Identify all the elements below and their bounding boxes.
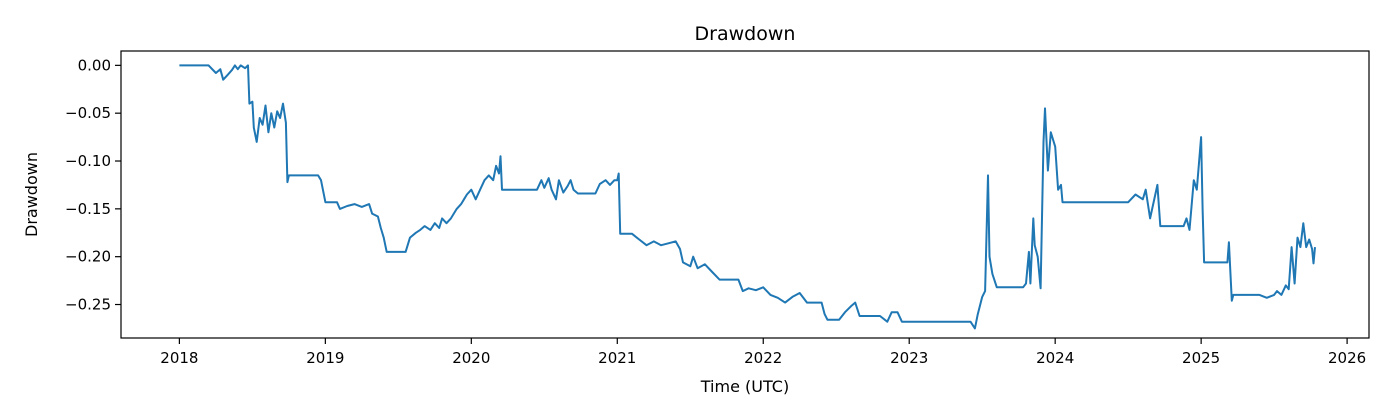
x-tick-label: 2019: [306, 349, 344, 367]
series-layer: [179, 64, 1316, 330]
x-tick-label: 2023: [890, 349, 928, 367]
x-tick-label: 2020: [452, 349, 490, 367]
y-axis: 0.00 −0.05 −0.10 −0.15 −0.20 −0.25: [65, 56, 121, 314]
x-tick-label: 2025: [1182, 349, 1220, 367]
y-tick-label: −0.25: [65, 296, 111, 314]
y-tick-label: 0.00: [78, 56, 111, 74]
x-tick-label: 2018: [160, 349, 198, 367]
x-tick-label: 2026: [1328, 349, 1366, 367]
x-axis-label: Time (UTC): [700, 377, 789, 396]
x-tick-label: 2024: [1036, 349, 1074, 367]
plot-frame: [120, 50, 1370, 339]
y-axis-label: Drawdown: [22, 152, 41, 237]
y-tick-label: −0.20: [65, 248, 111, 266]
y-tick-label: −0.10: [65, 152, 111, 170]
y-tick-label: −0.15: [65, 200, 111, 218]
y-tick-label: −0.05: [65, 104, 111, 122]
x-tick-label: 2022: [744, 349, 782, 367]
x-tick-label: 2021: [598, 349, 636, 367]
x-axis: 2018 2019 2020 2021 2022 2023 2024 2025 2026: [160, 338, 1366, 367]
chart-title: Drawdown: [695, 23, 796, 45]
drawdown-series-line: [179, 64, 1316, 330]
